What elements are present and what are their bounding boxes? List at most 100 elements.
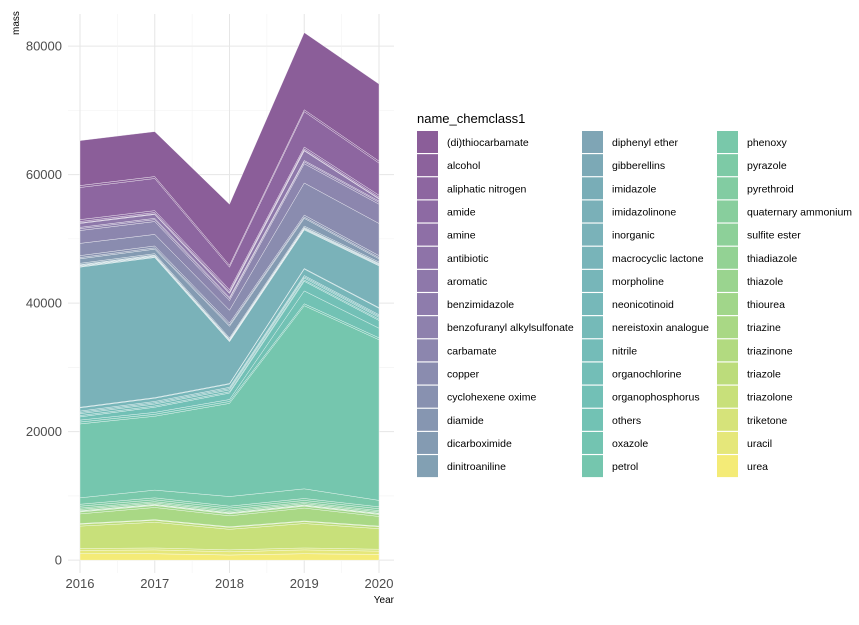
legend-label: others [612,415,641,427]
legend-key [717,316,738,339]
legend: name_chemclass1 (di)thiocarbamate alcohol… [417,111,852,478]
y-axis-title: mass [11,11,22,35]
legend-key [417,246,438,269]
legend-label: aromatic [447,276,487,288]
legend-label: antibiotic [447,253,488,265]
legend-key [582,200,603,223]
x-tick-label: 2017 [140,576,169,591]
y-tick-label: 20000 [26,424,62,439]
legend-key [417,269,438,292]
legend-label: benzofuranyl alkylsulfonate [447,322,574,334]
legend-key [417,431,438,454]
legend-key [582,408,603,431]
legend-label: urea [747,461,768,473]
legend-key [582,455,603,478]
legend-title: name_chemclass1 [417,111,525,126]
legend-label: organophosphorus [612,392,700,404]
legend-label: morpholine [612,276,664,288]
legend-key [717,246,738,269]
legend-label: aliphatic nitrogen [447,183,527,195]
legend-label: cyclohexene oxime [447,392,536,404]
legend-key [582,154,603,177]
legend-label: triazinone [747,345,793,357]
legend-label: amine [447,230,476,242]
legend-label: nitrile [612,345,637,357]
y-tick-label: 0 [55,553,62,568]
legend-key [582,223,603,246]
legend-label: pyrazole [747,160,787,172]
legend-label: amide [447,206,476,218]
legend-label: benzimidazole [447,299,514,311]
legend-label: triketone [747,415,787,427]
legend-key [717,455,738,478]
legend-key [417,177,438,200]
legend-key [417,293,438,316]
legend-label: sulfite ester [747,230,801,242]
legend-label: alcohol [447,160,480,172]
y-tick-label: 80000 [26,39,62,54]
legend-key [582,269,603,292]
legend-label: petrol [612,461,638,473]
legend-key [717,293,738,316]
legend-label: phenoxy [747,137,787,149]
legend-label: dinitroaniline [447,461,506,473]
legend-key [582,385,603,408]
legend-label: imidazolinone [612,206,676,218]
legend-label: triazine [747,322,781,334]
legend-key [717,200,738,223]
legend-label: uracil [747,438,772,450]
legend-key [417,316,438,339]
x-tick-label: 2019 [290,576,319,591]
legend-label: (di)thiocarbamate [447,137,529,149]
legend-key [717,431,738,454]
y-tick-label: 40000 [26,296,62,311]
y-tick-label: 60000 [26,167,62,182]
legend-key [582,316,603,339]
legend-key [417,385,438,408]
legend-key [417,131,438,153]
legend-key [417,154,438,177]
legend-label: thiourea [747,299,785,311]
legend-key [717,131,738,153]
legend-key [417,455,438,478]
x-axis-title: Year [374,595,395,606]
legend-key [582,177,603,200]
x-tick-label: 2020 [365,576,394,591]
area-di-thiocarbamate [79,32,380,266]
legend-key [717,269,738,292]
legend-key [417,408,438,431]
legend-label: triazolone [747,392,793,404]
legend-key [717,177,738,200]
legend-key [417,200,438,223]
legend-key [582,293,603,316]
legend-label: thiazole [747,276,783,288]
legend-label: gibberellins [612,160,665,172]
area-layer [79,32,380,561]
x-tick-label: 2018 [215,576,244,591]
legend-label: diphenyl ether [612,137,678,149]
legend-label: copper [447,369,480,381]
legend-key [417,223,438,246]
legend-label: nereistoxin analogue [612,322,709,334]
legend-label: thiadiazole [747,253,797,265]
legend-label: imidazole [612,183,657,195]
legend-key [717,385,738,408]
legend-key [417,339,438,362]
legend-key [717,339,738,362]
legend-label: diamide [447,415,484,427]
x-tick-label: 2016 [66,576,95,591]
legend-key [582,339,603,362]
legend-label: oxazole [612,438,648,450]
axes: mass Year 0 20000 40000 60000 80000 2016 2017 2… [11,11,395,606]
legend-label: carbamate [447,345,497,357]
legend-label: organochlorine [612,369,682,381]
legend-key [582,431,603,454]
legend-label: triazole [747,369,781,381]
legend-label: macrocyclic lactone [612,253,704,265]
legend-key [417,362,438,385]
legend-label: neonicotinoid [612,299,674,311]
legend-key [582,246,603,269]
legend-key [717,223,738,246]
legend-key [717,154,738,177]
